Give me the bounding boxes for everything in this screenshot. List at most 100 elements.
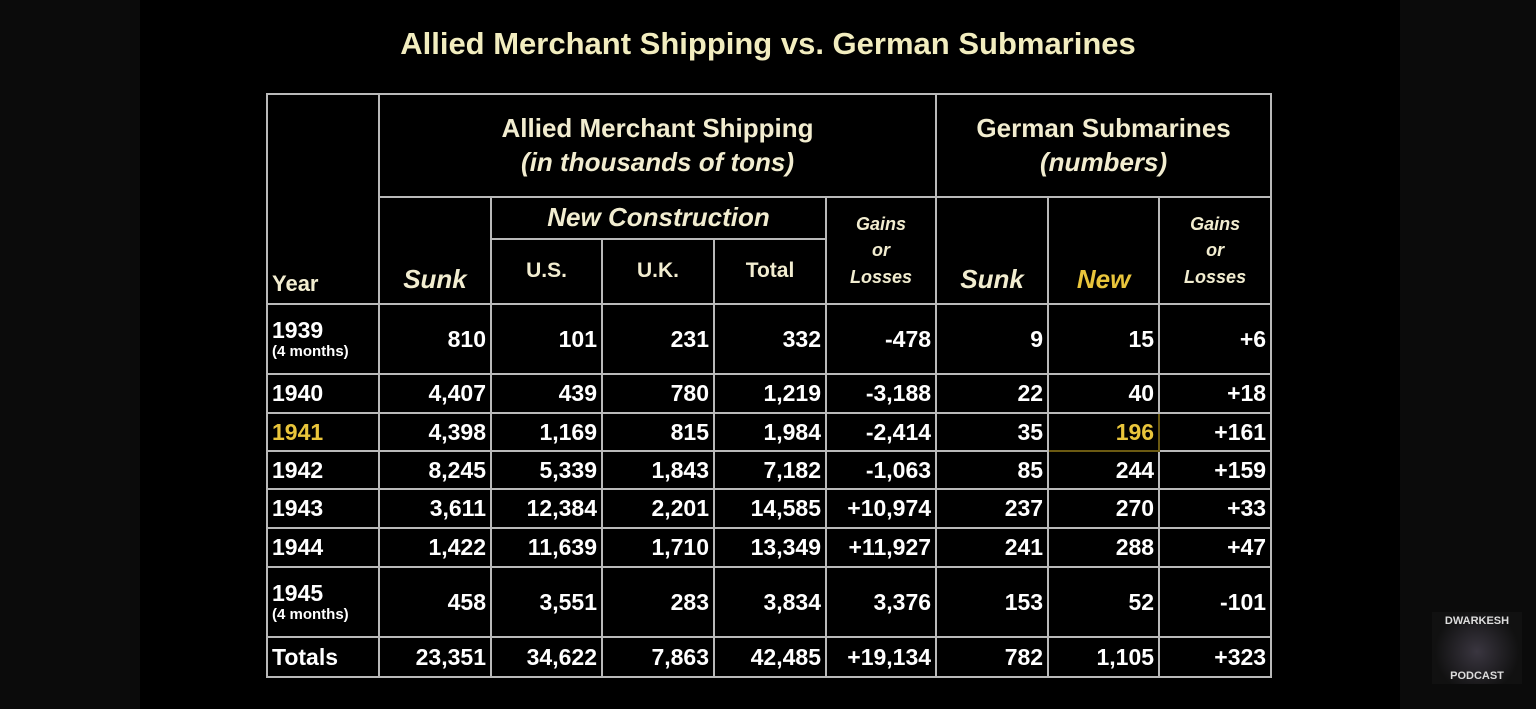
table-row: 1945 (4 months) 458 3,551 283 3,834 3,376 153 52… bbox=[266, 566, 1273, 638]
total-new-cell: 7,182 bbox=[713, 450, 827, 490]
year-cell: 1944 bbox=[266, 527, 380, 568]
sub-new-cell: 1,105 bbox=[1047, 636, 1161, 678]
allied-gains-losses-cell: -2,414 bbox=[824, 412, 938, 452]
total-new-cell: 3,834 bbox=[713, 566, 827, 638]
gains-label: Gains bbox=[856, 214, 907, 235]
or-label: or bbox=[1206, 240, 1225, 261]
header-year: Year bbox=[266, 93, 380, 305]
header-gains-losses: Gains or Losses bbox=[824, 196, 938, 305]
podcast-logo: DWARKESH PODCAST bbox=[1432, 612, 1522, 684]
allied-gains-losses-cell: +11,927 bbox=[824, 527, 938, 568]
uk-new-cell: 815 bbox=[601, 412, 715, 452]
logo-bottom-text: PODCAST bbox=[1450, 670, 1504, 682]
header-allied-sunk: Sunk bbox=[378, 196, 492, 305]
us-new-cell: 12,384 bbox=[490, 488, 603, 529]
sub-new-cell: 270 bbox=[1047, 488, 1161, 529]
right-letterbox bbox=[1400, 0, 1536, 709]
year-label: 1943 bbox=[272, 495, 324, 522]
sub-sunk-cell: 237 bbox=[935, 488, 1050, 529]
year-cell: 1939 (4 months) bbox=[266, 303, 380, 375]
year-cell: Totals bbox=[266, 636, 380, 678]
year-cell: 1945 (4 months) bbox=[266, 566, 380, 638]
total-new-cell: 332 bbox=[713, 303, 827, 375]
table-row: 1942 8,245 5,339 1,843 7,182 -1,063 85 244 +159 bbox=[266, 450, 1273, 490]
header-row-1: Year Allied Merchant Shipping (in thousa… bbox=[266, 93, 1273, 305]
slide-title: Allied Merchant Shipping vs. German Subm… bbox=[400, 26, 1136, 61]
sub-new-cell: 40 bbox=[1047, 373, 1161, 414]
sub-new-cell: 244 bbox=[1047, 450, 1161, 490]
header-sub-new: New bbox=[1047, 196, 1161, 305]
allied-gains-losses-cell: 3,376 bbox=[824, 566, 938, 638]
uk-new-cell: 1,710 bbox=[601, 527, 715, 568]
header-row-3: U.S. U.K. Total bbox=[267, 238, 1271, 305]
allied-group-title: Allied Merchant Shipping bbox=[501, 113, 814, 144]
allied-sunk-cell: 458 bbox=[378, 566, 492, 638]
allied-gains-losses-cell: -3,188 bbox=[824, 373, 938, 414]
header-total: Total bbox=[713, 238, 827, 305]
sub-new-cell: 52 bbox=[1047, 566, 1161, 638]
header-allied-group: Allied Merchant Shipping (in thousands o… bbox=[377, 93, 938, 198]
uk-new-cell: 283 bbox=[601, 566, 715, 638]
year-cell: 1941 bbox=[266, 412, 380, 452]
header-sub-sunk: Sunk bbox=[935, 196, 1050, 305]
left-letterbox bbox=[0, 0, 140, 709]
sub-new-cell: 196 bbox=[1047, 412, 1161, 452]
header-us: U.S. bbox=[490, 238, 603, 305]
header-row-2: Sunk New Construction Gains or Losses Su… bbox=[267, 196, 1273, 305]
sub-gains-losses-cell: +6 bbox=[1158, 303, 1273, 375]
allied-gains-losses-cell: +19,134 bbox=[824, 636, 938, 678]
uk-new-cell: 780 bbox=[601, 373, 715, 414]
year-label: 1940 bbox=[272, 380, 324, 407]
sub-sunk-cell: 35 bbox=[935, 412, 1050, 452]
sub-new-cell: 288 bbox=[1047, 527, 1161, 568]
year-cell: 1943 bbox=[266, 488, 380, 529]
allied-sunk-cell: 4,407 bbox=[378, 373, 492, 414]
table-row: 1940 4,407 439 780 1,219 -3,188 22 40 +18 bbox=[266, 373, 1273, 414]
table-row: 1941 4,398 1,169 815 1,984 -2,414 35 196 +161 bbox=[266, 412, 1273, 452]
table-row: 1943 3,611 12,384 2,201 14,585 +10,974 237 270 +… bbox=[266, 488, 1273, 529]
header-uk: U.K. bbox=[601, 238, 715, 305]
allied-gains-losses-cell: -478 bbox=[824, 303, 938, 375]
allied-sunk-cell: 4,398 bbox=[378, 412, 492, 452]
us-new-cell: 439 bbox=[490, 373, 603, 414]
total-new-cell: 14,585 bbox=[713, 488, 827, 529]
sub-sunk-cell: 241 bbox=[935, 527, 1050, 568]
year-label: Totals bbox=[272, 643, 339, 670]
sub-new-cell: 15 bbox=[1047, 303, 1161, 375]
losses-label: Losses bbox=[1184, 266, 1247, 287]
total-new-cell: 1,984 bbox=[713, 412, 827, 452]
sub-gains-losses-cell: +33 bbox=[1158, 488, 1273, 529]
allied-sunk-cell: 810 bbox=[378, 303, 492, 375]
us-new-cell: 5,339 bbox=[490, 450, 603, 490]
year-cell: 1940 bbox=[266, 373, 380, 414]
us-new-cell: 101 bbox=[490, 303, 603, 375]
year-note: (4 months) bbox=[272, 343, 349, 361]
allied-gains-losses-cell: +10,974 bbox=[824, 488, 938, 529]
sub-sunk-cell: 22 bbox=[935, 373, 1050, 414]
year-label: 1942 bbox=[272, 456, 324, 483]
sub-gains-losses-cell: +47 bbox=[1158, 527, 1273, 568]
uk-new-cell: 2,201 bbox=[601, 488, 715, 529]
allied-sunk-cell: 1,422 bbox=[378, 527, 492, 568]
us-new-cell: 34,622 bbox=[490, 636, 603, 678]
total-new-cell: 42,485 bbox=[713, 636, 827, 678]
us-new-cell: 11,639 bbox=[490, 527, 603, 568]
uk-new-cell: 7,863 bbox=[601, 636, 715, 678]
table-row: Totals 23,351 34,622 7,863 42,485 +19,134 782 1… bbox=[266, 636, 1273, 678]
table-row: 1939 (4 months) 810 101 231 332 -478 9 15 +6 bbox=[266, 303, 1273, 375]
header-sub-gains-losses: Gains or Losses bbox=[1158, 196, 1273, 305]
sub-sunk-cell: 782 bbox=[935, 636, 1050, 678]
allied-sunk-cell: 23,351 bbox=[378, 636, 492, 678]
german-group-title: German Submarines bbox=[976, 113, 1231, 144]
header-new-construction: New Construction bbox=[490, 196, 827, 240]
year-label: 1945 bbox=[272, 580, 324, 607]
gains-label: Gains bbox=[1190, 214, 1241, 235]
allied-group-unit: (in thousands of tons) bbox=[521, 146, 795, 177]
sub-gains-losses-cell: +161 bbox=[1158, 412, 1273, 452]
us-new-cell: 3,551 bbox=[490, 566, 603, 638]
total-new-cell: 1,219 bbox=[713, 373, 827, 414]
shipping-table: Year Allied Merchant Shipping (in thousa… bbox=[266, 93, 1273, 678]
table-row: 1944 1,422 11,639 1,710 13,349 +11,927 241 288 +… bbox=[266, 527, 1273, 568]
total-new-cell: 13,349 bbox=[713, 527, 827, 568]
or-label: or bbox=[872, 240, 891, 261]
